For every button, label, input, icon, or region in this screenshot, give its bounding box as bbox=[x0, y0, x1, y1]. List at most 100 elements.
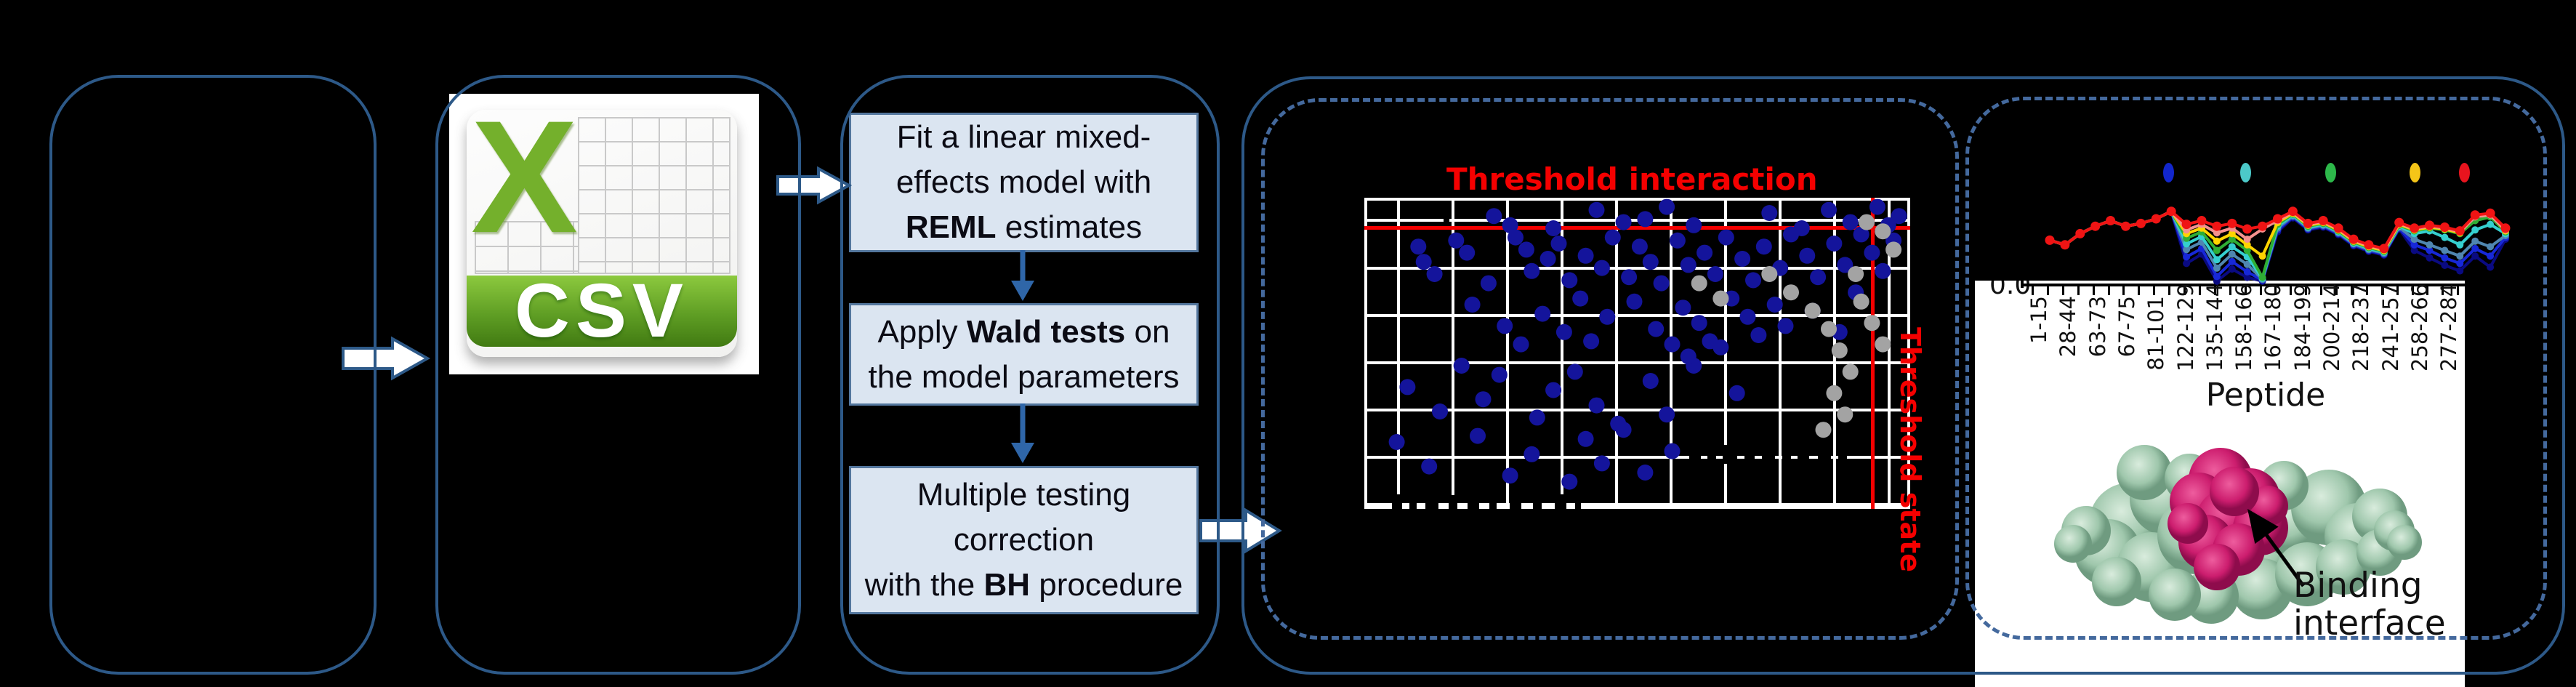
structure-image-region: 0.0 1-15 28-44 63-73 67-75 81-101 122-129 135-… bbox=[1975, 281, 2465, 687]
scatter-dot bbox=[1755, 238, 1772, 255]
uptake-marker bbox=[2333, 223, 2343, 233]
uptake-marker bbox=[2426, 241, 2434, 249]
scatter-dot bbox=[1777, 318, 1794, 334]
uptake-marker bbox=[2487, 220, 2495, 228]
axis-tick bbox=[2168, 286, 2171, 295]
scatter-dot bbox=[1659, 406, 1675, 423]
axis-tick bbox=[2442, 286, 2444, 295]
scatter-dot bbox=[1464, 297, 1481, 313]
axis-tick bbox=[2457, 286, 2460, 295]
grid-line bbox=[1367, 314, 1907, 317]
obscured-text-fragment bbox=[1555, 494, 1566, 512]
scatter-dot bbox=[1821, 321, 1837, 337]
axis-tick bbox=[2335, 286, 2338, 295]
uptake-marker bbox=[2471, 237, 2479, 245]
scatter-dot bbox=[1459, 244, 1476, 261]
scatter-dot bbox=[1734, 251, 1751, 267]
uptake-marker bbox=[2441, 262, 2449, 269]
grid-line bbox=[1888, 201, 1891, 506]
uptake-marker bbox=[2197, 216, 2207, 225]
scatter-dot bbox=[1572, 290, 1589, 307]
grid-line bbox=[1367, 361, 1907, 364]
obscured-text-fragment bbox=[1689, 446, 1701, 465]
axis-tick bbox=[2244, 286, 2247, 295]
protein-surface-blob bbox=[2117, 445, 2172, 500]
scatter-dot bbox=[1615, 422, 1632, 438]
scatter-dot bbox=[1842, 214, 1859, 230]
scatter-dot bbox=[1615, 214, 1632, 230]
uptake-marker bbox=[2228, 257, 2236, 265]
obscured-text-fragment bbox=[1449, 495, 1457, 511]
peptide-surface-blob bbox=[2210, 467, 2259, 516]
grid-line bbox=[1452, 201, 1454, 506]
uptake-marker bbox=[2243, 260, 2251, 268]
legend-dot-icon bbox=[2325, 163, 2336, 182]
scatter-dot bbox=[1415, 254, 1432, 270]
axis-tick bbox=[2077, 286, 2080, 295]
scatter-dot bbox=[1826, 236, 1843, 252]
scatter-dot bbox=[1497, 318, 1513, 334]
scatter-dot bbox=[1470, 427, 1486, 444]
uptake-marker bbox=[2243, 241, 2251, 249]
axis-tick bbox=[2259, 286, 2262, 295]
uptake-marker bbox=[2183, 240, 2191, 248]
axis-tick bbox=[2183, 286, 2186, 295]
scatter-dot bbox=[1739, 308, 1756, 325]
down-arrow-icon bbox=[1011, 403, 1034, 463]
grid-line bbox=[1506, 201, 1509, 506]
uptake-marker bbox=[2213, 264, 2221, 272]
obscured-text-fragment bbox=[1707, 448, 1716, 464]
scatter-dot bbox=[1513, 336, 1529, 353]
uptake-marker bbox=[2410, 223, 2420, 233]
uptake-marker bbox=[2243, 236, 2251, 244]
scatter-dot bbox=[1577, 247, 1594, 264]
uptake-marker bbox=[2456, 252, 2464, 260]
uptake-marker bbox=[2471, 226, 2479, 234]
uptake-marker bbox=[2213, 229, 2221, 237]
uptake-marker bbox=[2136, 218, 2146, 228]
axis-tick bbox=[2213, 286, 2216, 295]
scatter-dot bbox=[1545, 220, 1562, 236]
x-axis-line bbox=[2021, 284, 2465, 286]
panel-results-box bbox=[1241, 76, 2565, 675]
obscured-text-fragment bbox=[1425, 494, 1438, 511]
uptake-marker bbox=[2441, 254, 2449, 262]
threshold-state-line bbox=[1871, 198, 1875, 509]
grid-line bbox=[1367, 456, 1907, 459]
scatter-dot bbox=[1659, 198, 1675, 215]
uptake-marker bbox=[2456, 267, 2464, 275]
scatter-dot bbox=[1642, 254, 1659, 270]
subpanel-structure-mapping bbox=[1965, 97, 2547, 640]
uptake-marker bbox=[2318, 216, 2328, 225]
grid-line bbox=[1779, 201, 1782, 506]
panel-workflow-box bbox=[840, 75, 1220, 675]
scatter-dot bbox=[1583, 333, 1600, 350]
scatter-dot bbox=[1555, 324, 1572, 340]
uptake-marker bbox=[2228, 250, 2236, 258]
step-line: REML estimates bbox=[905, 209, 1143, 245]
scatter-dot bbox=[1593, 260, 1610, 276]
down-arrow-icon bbox=[1011, 250, 1034, 301]
uptake-marker bbox=[2183, 253, 2191, 261]
scatter-dot bbox=[1588, 201, 1605, 218]
scatter-dot bbox=[1686, 217, 1702, 233]
uptake-marker bbox=[2426, 246, 2434, 254]
uptake-marker bbox=[2183, 246, 2191, 254]
uptake-marker bbox=[2287, 206, 2298, 217]
uptake-marker bbox=[2243, 268, 2251, 276]
uptake-marker bbox=[2455, 226, 2465, 236]
axis-tick bbox=[2380, 286, 2383, 295]
spreadsheet-grid-icon bbox=[577, 117, 730, 275]
scatter-dot bbox=[1821, 201, 1837, 218]
csv-file-icon: X CSV bbox=[467, 110, 737, 357]
scatter-points-layer bbox=[1388, 198, 1907, 490]
uptake-marker bbox=[2212, 221, 2222, 231]
step-line: correction bbox=[953, 522, 1095, 558]
panel-input-box bbox=[49, 75, 377, 675]
scatter-dot bbox=[1669, 232, 1686, 249]
scatter-dot bbox=[1410, 238, 1427, 255]
scatter-dot bbox=[1745, 272, 1761, 289]
scatter-dot bbox=[1810, 269, 1827, 286]
scatter-dot bbox=[1529, 409, 1545, 426]
scatter-dot bbox=[1621, 269, 1638, 286]
